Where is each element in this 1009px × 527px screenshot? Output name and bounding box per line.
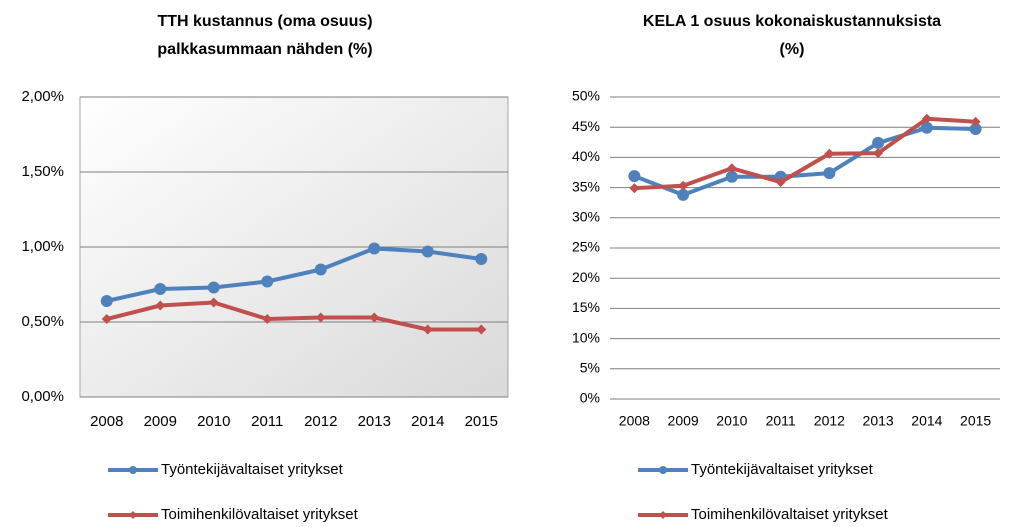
point bbox=[315, 312, 326, 323]
point bbox=[628, 170, 641, 183]
point bbox=[629, 183, 640, 194]
point bbox=[208, 297, 219, 308]
point bbox=[100, 295, 113, 307]
chart-title: (%) bbox=[780, 41, 805, 58]
y-tick-label: 0% bbox=[580, 390, 600, 406]
x-tick-label: 2015 bbox=[465, 413, 498, 430]
y-tick-label: 15% bbox=[572, 299, 600, 315]
legend-label: Työntekijävaltaiset yritykset bbox=[161, 461, 344, 478]
legend-marker bbox=[659, 466, 667, 474]
y-tick-label: 0,50% bbox=[21, 313, 64, 330]
legend-label: Työntekijävaltaiset yritykset bbox=[691, 461, 874, 478]
point bbox=[475, 253, 488, 265]
point bbox=[369, 312, 380, 323]
y-tick-label: 25% bbox=[572, 239, 600, 255]
legend-marker bbox=[129, 466, 137, 474]
x-tick-label: 2014 bbox=[911, 413, 942, 429]
point bbox=[421, 245, 434, 258]
point bbox=[476, 324, 487, 335]
y-tick-label: 35% bbox=[572, 178, 600, 194]
y-tick-label: 20% bbox=[572, 269, 600, 285]
x-tick-label: 2011 bbox=[766, 413, 796, 429]
legend-label: Toimihenkilövaltaiset yritykset bbox=[161, 506, 359, 523]
point bbox=[155, 300, 166, 311]
y-tick-label: 40% bbox=[572, 148, 600, 164]
point bbox=[775, 177, 786, 188]
point bbox=[872, 136, 885, 149]
point bbox=[314, 263, 327, 276]
legend-marker bbox=[659, 511, 667, 519]
x-tick-label: 2009 bbox=[144, 413, 177, 430]
point bbox=[920, 121, 933, 134]
point bbox=[873, 148, 884, 159]
point bbox=[422, 324, 433, 335]
point bbox=[726, 163, 737, 174]
point bbox=[921, 113, 932, 124]
x-tick-label: 2012 bbox=[814, 413, 845, 429]
x-tick-label: 2010 bbox=[716, 413, 747, 429]
series-line bbox=[634, 116, 976, 191]
point bbox=[207, 281, 220, 294]
series-line bbox=[106, 246, 482, 303]
x-tick-label: 2010 bbox=[197, 413, 230, 430]
x-tick-label: 2011 bbox=[251, 413, 283, 430]
point bbox=[262, 314, 273, 324]
x-tick-label: 2008 bbox=[90, 413, 123, 430]
x-tick-label: 2013 bbox=[863, 413, 894, 429]
point bbox=[824, 148, 835, 159]
y-tick-label: 30% bbox=[572, 209, 600, 225]
x-tick-label: 2008 bbox=[619, 413, 650, 429]
x-tick-label: 2012 bbox=[304, 413, 337, 430]
series-line bbox=[106, 300, 482, 332]
x-tick-label: 2014 bbox=[411, 413, 444, 430]
point bbox=[969, 123, 982, 136]
point bbox=[678, 180, 689, 191]
chart-title: KELA 1 osuus kokonaiskustannuksista bbox=[643, 13, 941, 30]
y-tick-label: 2,00% bbox=[21, 88, 64, 105]
y-tick-label: 10% bbox=[572, 329, 600, 345]
point bbox=[154, 283, 167, 295]
point bbox=[368, 242, 381, 255]
y-tick-label: 0,00% bbox=[21, 388, 64, 405]
y-tick-label: 5% bbox=[580, 360, 600, 376]
point bbox=[261, 275, 274, 288]
point bbox=[970, 116, 981, 127]
point bbox=[725, 170, 738, 183]
legend-label: Toimihenkilövaltaiset yritykset bbox=[691, 506, 889, 523]
x-tick-label: 2013 bbox=[358, 413, 391, 430]
point bbox=[101, 314, 112, 324]
y-tick-label: 1,00% bbox=[21, 238, 64, 255]
y-tick-label: 1,50% bbox=[21, 163, 64, 180]
y-tick-label: 50% bbox=[572, 88, 600, 104]
chart-title: TTH kustannus (oma osuus) bbox=[157, 13, 372, 30]
point bbox=[823, 167, 836, 180]
x-tick-label: 2009 bbox=[668, 413, 699, 429]
point bbox=[677, 188, 690, 201]
legend-marker bbox=[129, 511, 137, 519]
chart-title: palkkasummaan nähden (%) bbox=[157, 41, 372, 58]
series-line bbox=[633, 125, 976, 197]
y-tick-label: 45% bbox=[572, 118, 600, 134]
x-tick-label: 2015 bbox=[960, 413, 991, 429]
